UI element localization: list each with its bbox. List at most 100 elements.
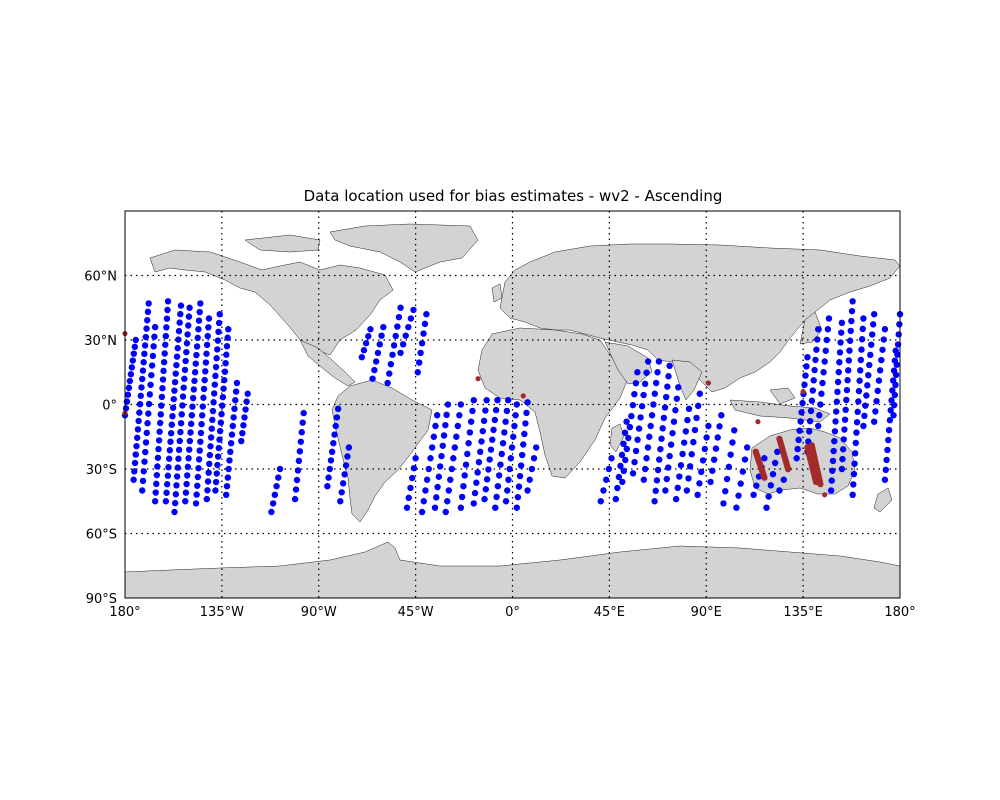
ocean-data-point [386, 370, 393, 377]
ocean-data-point [139, 477, 147, 485]
ocean-data-point [365, 333, 372, 340]
land-australia [749, 427, 856, 495]
ocean-data-point [864, 382, 871, 389]
ocean-data-point [158, 393, 166, 401]
ocean-data-point [667, 441, 675, 448]
ocean-data-point [795, 436, 802, 444]
ocean-data-point [623, 418, 630, 425]
ocean-data-point [517, 462, 525, 469]
ocean-data-point [169, 404, 177, 411]
ocean-data-point [212, 478, 220, 486]
chart-title: Data location used for bias estimates - … [304, 187, 723, 205]
ocean-data-point [145, 400, 153, 408]
land-borneo [769, 387, 796, 405]
ocean-data-point [203, 341, 211, 349]
ocean-data-point [436, 463, 444, 470]
ocean-data-point [205, 469, 212, 476]
ocean-data-point [498, 450, 505, 458]
ocean-data-point [810, 377, 817, 384]
ocean-data-point [215, 444, 223, 452]
ocean-data-point [510, 433, 517, 440]
ocean-data-point [159, 376, 167, 383]
ocean-data-point [374, 349, 382, 357]
ocean-data-point [832, 418, 839, 425]
land-data-point [800, 389, 806, 395]
ocean-data-point [508, 444, 516, 451]
ocean-data-point [629, 470, 637, 477]
ocean-data-point [516, 472, 524, 480]
ocean-data-point [128, 364, 136, 371]
ocean-data-point [450, 455, 457, 462]
ocean-data-point [191, 369, 199, 376]
land-arctic-islands [244, 234, 321, 253]
ocean-data-point [834, 388, 841, 396]
ocean-data-point [151, 498, 159, 505]
ocean-data-point [220, 385, 227, 392]
land-data-point [817, 480, 824, 488]
ocean-data-point [703, 434, 710, 441]
ocean-data-point [617, 462, 624, 470]
ocean-data-point [849, 298, 856, 305]
ocean-data-point [470, 500, 477, 507]
ocean-data-point [835, 368, 842, 376]
ocean-data-point [174, 344, 181, 352]
ocean-data-point [635, 425, 643, 432]
ocean-data-point [881, 326, 889, 333]
ocean-data-point [389, 351, 396, 358]
ocean-data-point [753, 482, 760, 489]
ocean-data-point [204, 478, 212, 485]
ocean-data-point [155, 437, 163, 444]
ocean-data-point [139, 367, 147, 374]
ocean-data-point [146, 391, 154, 398]
ocean-data-point [669, 429, 676, 437]
ocean-data-point [833, 398, 841, 405]
ocean-data-point [515, 483, 523, 490]
ocean-data-point [131, 468, 138, 475]
ocean-data-point [893, 361, 900, 368]
ocean-data-point [143, 429, 150, 437]
ocean-data-point [793, 455, 800, 462]
ocean-data-point [650, 401, 657, 408]
ocean-data-point [872, 408, 879, 415]
ocean-data-point [823, 336, 831, 344]
ocean-data-point [838, 465, 846, 473]
ocean-data-point [714, 434, 721, 441]
ocean-data-point [140, 359, 147, 366]
ocean-data-point [155, 445, 162, 453]
ocean-data-point [686, 463, 694, 470]
x-tick-label: 45°W [398, 605, 434, 620]
ocean-data-point [884, 446, 891, 454]
ocean-data-point [367, 326, 374, 333]
x-tick-label: 180° [884, 605, 915, 620]
ocean-data-point [186, 304, 193, 311]
x-tick-label: 45°E [594, 605, 625, 620]
ocean-data-point [141, 342, 149, 349]
ocean-data-point [139, 487, 146, 494]
ocean-data-point [195, 326, 202, 333]
ocean-data-point [216, 436, 223, 443]
ocean-data-point [202, 368, 209, 375]
ocean-data-point [170, 395, 177, 403]
ocean-data-point [680, 439, 688, 446]
ocean-data-point [199, 403, 207, 410]
ocean-data-point [655, 358, 663, 365]
ocean-data-point [801, 381, 808, 388]
ocean-data-point [209, 407, 217, 415]
ocean-data-point [378, 332, 385, 339]
ocean-data-point [503, 407, 511, 415]
ocean-data-point [859, 325, 866, 333]
ocean-data-point [292, 486, 300, 493]
ocean-data-point [443, 411, 450, 419]
ocean-data-point [839, 446, 847, 453]
ocean-data-point [731, 427, 738, 434]
ocean-data-point [712, 445, 720, 452]
ocean-data-point [133, 442, 140, 450]
ocean-data-point [223, 351, 230, 358]
ocean-data-point [204, 487, 211, 494]
ocean-data-point [136, 400, 144, 408]
ocean-data-point [836, 359, 843, 366]
ocean-data-point [296, 448, 304, 455]
ocean-data-point [886, 417, 894, 424]
ocean-data-point [271, 491, 279, 498]
ocean-data-point [850, 481, 857, 488]
